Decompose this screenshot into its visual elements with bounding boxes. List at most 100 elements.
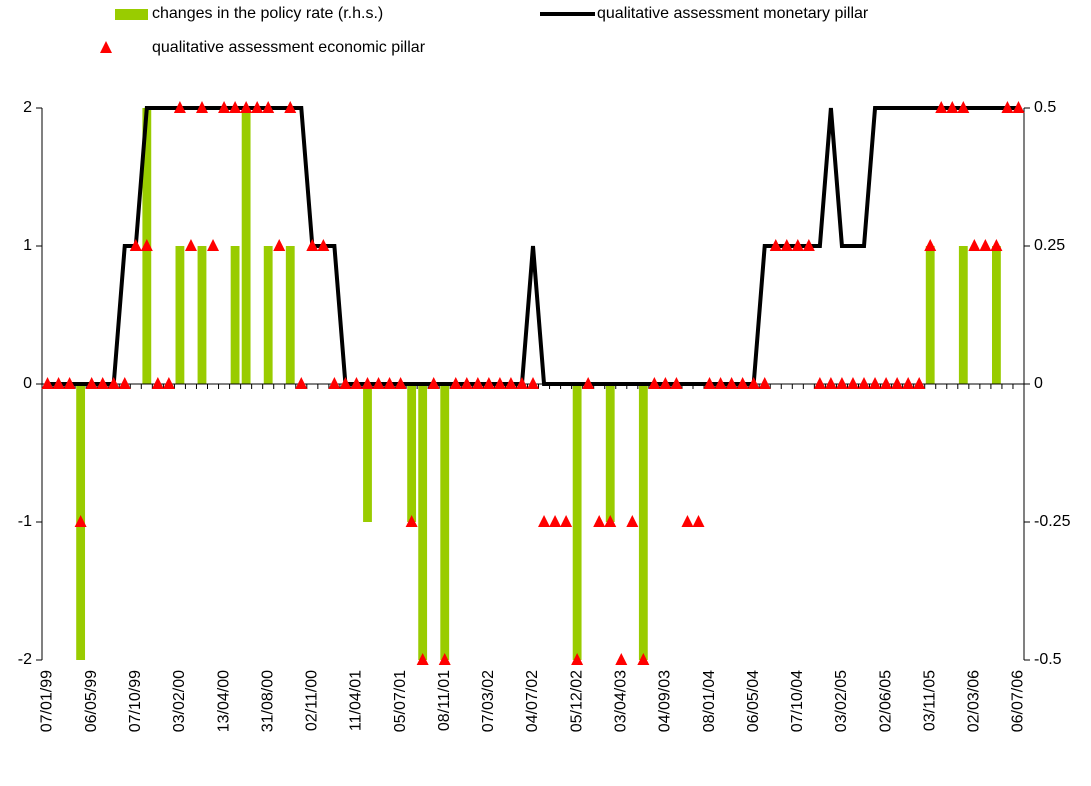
- marker: [118, 377, 131, 389]
- marker: [935, 101, 948, 113]
- y-tick-label: 0: [23, 375, 32, 392]
- marker: [846, 377, 859, 389]
- marker: [813, 377, 826, 389]
- x-tick-label: 02/06/05: [877, 670, 894, 732]
- y2-tick-label: 0.5: [1034, 99, 1056, 116]
- marker: [626, 515, 639, 527]
- marker: [162, 377, 175, 389]
- bar: [197, 246, 207, 384]
- legend-label: changes in the policy rate (r.h.s.): [152, 5, 383, 22]
- marker: [769, 239, 782, 251]
- x-tick-label: 06/05/99: [83, 670, 100, 732]
- marker: [107, 377, 120, 389]
- marker: [946, 101, 959, 113]
- bar: [572, 384, 582, 660]
- legend-swatch: [115, 9, 148, 20]
- marker: [427, 377, 440, 389]
- marker: [560, 515, 573, 527]
- legend-label: qualitative assessment economic pillar: [152, 39, 426, 56]
- marker: [383, 377, 396, 389]
- x-tick-label: 07/01/99: [39, 670, 56, 732]
- y2-tick-label: -0.25: [1034, 513, 1071, 530]
- x-tick-label: 31/08/00: [259, 670, 276, 732]
- marker: [957, 101, 970, 113]
- marker: [725, 377, 738, 389]
- marker: [394, 377, 407, 389]
- marker: [372, 377, 385, 389]
- marker: [869, 377, 882, 389]
- y-tick-label: -2: [18, 651, 32, 668]
- marker: [1001, 101, 1014, 113]
- y2-tick-label: 0.25: [1034, 237, 1065, 254]
- bar: [407, 384, 417, 522]
- bar: [605, 384, 615, 522]
- y-tick-label: -1: [18, 513, 32, 530]
- bar: [241, 108, 251, 384]
- bar: [175, 246, 185, 384]
- x-tick-label: 04/07/02: [524, 670, 541, 732]
- bar: [363, 384, 372, 522]
- marker: [968, 239, 981, 251]
- marker: [582, 377, 595, 389]
- y2-tick-label: 0: [1034, 375, 1043, 392]
- bar: [418, 384, 428, 660]
- x-tick-label: 07/10/04: [789, 670, 806, 732]
- marker: [670, 377, 683, 389]
- x-tick-label: 07/10/99: [127, 670, 144, 732]
- x-tick-label: 02/11/00: [304, 670, 321, 731]
- marker: [295, 377, 308, 389]
- legend-swatch: [100, 41, 112, 53]
- bar: [230, 246, 240, 384]
- marker: [240, 101, 253, 113]
- bar: [440, 384, 450, 660]
- marker: [1012, 101, 1025, 113]
- marker: [880, 377, 893, 389]
- marker: [791, 239, 804, 251]
- marker: [891, 377, 904, 389]
- x-tick-label: 03/04/03: [612, 670, 629, 732]
- marker: [527, 377, 539, 389]
- marker: [41, 377, 54, 389]
- x-tick-label: 04/09/03: [657, 670, 674, 732]
- marker: [604, 515, 617, 527]
- marker: [714, 377, 727, 389]
- bar: [992, 246, 1001, 384]
- y-tick-label: 2: [23, 99, 32, 116]
- bar: [638, 384, 648, 660]
- x-tick-label: 13/04/00: [215, 670, 232, 732]
- marker: [990, 239, 1003, 251]
- y-tick-label: 1: [23, 237, 32, 254]
- marker: [151, 377, 164, 389]
- marker: [195, 101, 208, 113]
- x-tick-label: 06/07/06: [1010, 670, 1027, 732]
- marker: [173, 101, 186, 113]
- legend-label: qualitative assessment monetary pillar: [597, 5, 869, 22]
- bar: [263, 246, 273, 384]
- x-tick-label: 06/05/04: [745, 670, 762, 732]
- x-tick-label: 05/07/01: [392, 670, 409, 732]
- marker: [835, 377, 848, 389]
- marker: [339, 377, 352, 389]
- marker: [140, 239, 153, 251]
- x-tick-label: 11/04/01: [348, 670, 365, 731]
- marker: [493, 377, 506, 389]
- line: [47, 106, 1019, 386]
- marker: [902, 377, 915, 389]
- marker: [924, 239, 937, 251]
- marker: [251, 101, 264, 113]
- marker: [736, 377, 749, 389]
- x-tick-label: 08/11/01: [436, 670, 453, 731]
- marker: [317, 239, 330, 251]
- x-tick-label: 03/11/05: [921, 670, 938, 731]
- marker: [262, 101, 275, 113]
- x-tick-label: 03/02/05: [833, 670, 850, 732]
- y2-tick-label: -0.5: [1034, 651, 1062, 668]
- marker: [85, 377, 98, 389]
- x-tick-label: 05/12/02: [568, 670, 585, 732]
- marker: [306, 239, 319, 251]
- marker: [207, 239, 220, 251]
- marker: [824, 377, 837, 389]
- marker: [52, 377, 65, 389]
- marker: [416, 653, 429, 665]
